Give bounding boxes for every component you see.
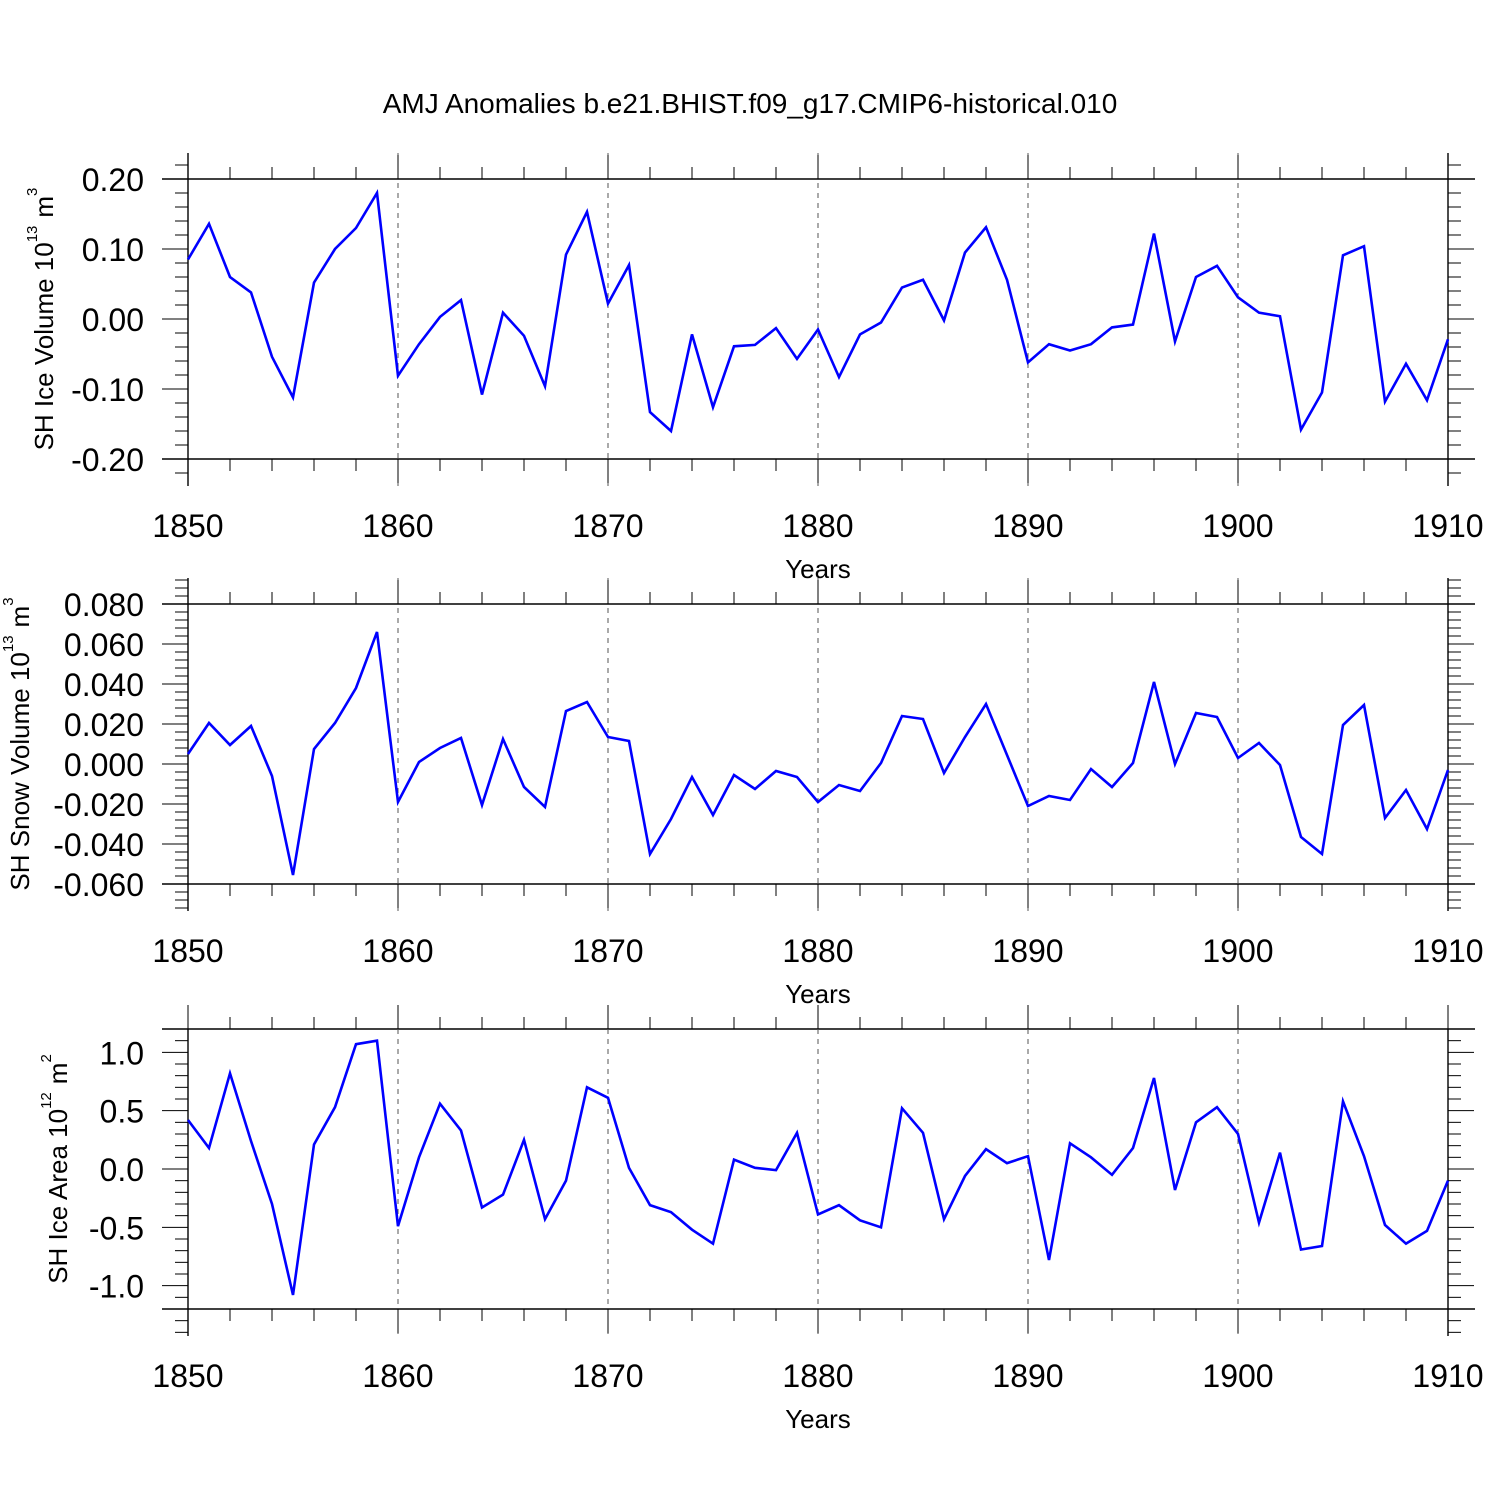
- y-axis-label-exponent: 13: [0, 635, 17, 652]
- y-axis-label-unit: m: [29, 196, 59, 218]
- x-tick-label: 1870: [572, 508, 643, 544]
- x-tick-label: 1880: [782, 508, 853, 544]
- y-tick-label: -0.20: [71, 442, 144, 478]
- y-axis-label: SH Snow Volume 1013 m3: [0, 597, 35, 890]
- x-tick-label: 1850: [152, 1358, 223, 1394]
- figure-title: AMJ Anomalies b.e21.BHIST.f09_g17.CMIP6-…: [382, 88, 1118, 119]
- y-ticks: [162, 579, 1474, 909]
- x-tick-label: 1890: [992, 1358, 1063, 1394]
- y-tick-label: -0.5: [89, 1210, 144, 1246]
- x-ticks: [187, 1005, 1449, 1333]
- x-tick-label: 1910: [1412, 508, 1483, 544]
- y-tick-label: 0.040: [64, 667, 144, 703]
- y-axis-label-unit: m: [43, 1063, 73, 1085]
- panel-ice-area: 1850 1860 1870 1880 1890 1900 1910 -1.0 -0.5 0.0 0…: [38, 1005, 1484, 1434]
- x-tick-label: 1900: [1202, 508, 1273, 544]
- x-ticks: [187, 580, 1449, 908]
- x-tick-label: 1850: [152, 933, 223, 969]
- y-tick-label: 1.0: [100, 1035, 144, 1071]
- x-tick-label: 1880: [782, 933, 853, 969]
- y-tick-label: 0.20: [82, 162, 144, 198]
- y-ticks: [162, 164, 1474, 474]
- x-tick-label: 1850: [152, 508, 223, 544]
- y-axis-label-unit-exponent: 3: [0, 597, 17, 605]
- y-axis-label-text: SH Snow Volume 10: [5, 652, 35, 890]
- y-tick-label: -1.0: [89, 1269, 144, 1305]
- x-tick-label: 1870: [572, 1358, 643, 1394]
- y-tick-label: 0.060: [64, 627, 144, 663]
- y-axis-label-exponent: 12: [38, 1092, 55, 1109]
- x-tick-label: 1890: [992, 933, 1063, 969]
- y-axis-label: SH Ice Area 1012 m2: [38, 1054, 74, 1284]
- y-tick-label: 0.0: [100, 1152, 144, 1188]
- x-gridlines: [397, 1029, 1239, 1336]
- y-tick-label: -0.060: [53, 867, 144, 903]
- y-axis-label-unit-exponent: 2: [38, 1054, 55, 1062]
- x-tick-label: 1880: [782, 1358, 853, 1394]
- x-gridlines: [397, 578, 1239, 911]
- x-tick-label: 1860: [362, 508, 433, 544]
- y-axis-label: SH Ice Volume 1013 m3: [24, 188, 60, 451]
- series-line: [186, 189, 1450, 434]
- y-axis-label-exponent: 13: [24, 226, 41, 243]
- y-axis-label-unit-exponent: 3: [24, 188, 41, 196]
- x-tick-label: 1910: [1412, 1358, 1483, 1394]
- y-tick-label: 0.00: [82, 302, 144, 338]
- y-tick-label: -0.10: [71, 372, 144, 408]
- x-tick-label: 1900: [1202, 933, 1273, 969]
- x-tick-label: 1860: [362, 933, 433, 969]
- y-tick-label: 0.5: [100, 1094, 144, 1130]
- y-tick-label: 0.10: [82, 232, 144, 268]
- x-ticks: [187, 155, 1449, 483]
- x-tick-label: 1900: [1202, 1358, 1273, 1394]
- y-axis-label-unit: m: [5, 606, 35, 628]
- y-tick-label: -0.020: [53, 787, 144, 823]
- x-axis-label: Years: [785, 979, 851, 1009]
- y-axis-label-text: SH Ice Area 10: [43, 1109, 73, 1284]
- y-tick-label: 0.000: [64, 747, 144, 783]
- panel-ice-volume: 1850 1860 1870 1880 1890 1900 1910 -0.20 -0.10 0.…: [24, 153, 1484, 584]
- x-gridlines: [397, 153, 1239, 486]
- x-tick-label: 1860: [362, 1358, 433, 1394]
- x-tick-label: 1870: [572, 933, 643, 969]
- y-tick-label: 0.080: [64, 587, 144, 623]
- y-ticks: [162, 1028, 1474, 1333]
- y-tick-label: -0.040: [53, 827, 144, 863]
- y-tick-label: 0.020: [64, 707, 144, 743]
- panel-snow-volume: 1850 1860 1870 1880 1890 1900 1910 -0.060 -0.040…: [0, 578, 1484, 1009]
- series-line: [186, 1039, 1450, 1296]
- y-axis-label-text: SH Ice Volume 10: [29, 242, 59, 450]
- x-axis-label: Years: [785, 1404, 851, 1434]
- series-line: [186, 631, 1450, 876]
- x-tick-label: 1890: [992, 508, 1063, 544]
- x-tick-label: 1910: [1412, 933, 1483, 969]
